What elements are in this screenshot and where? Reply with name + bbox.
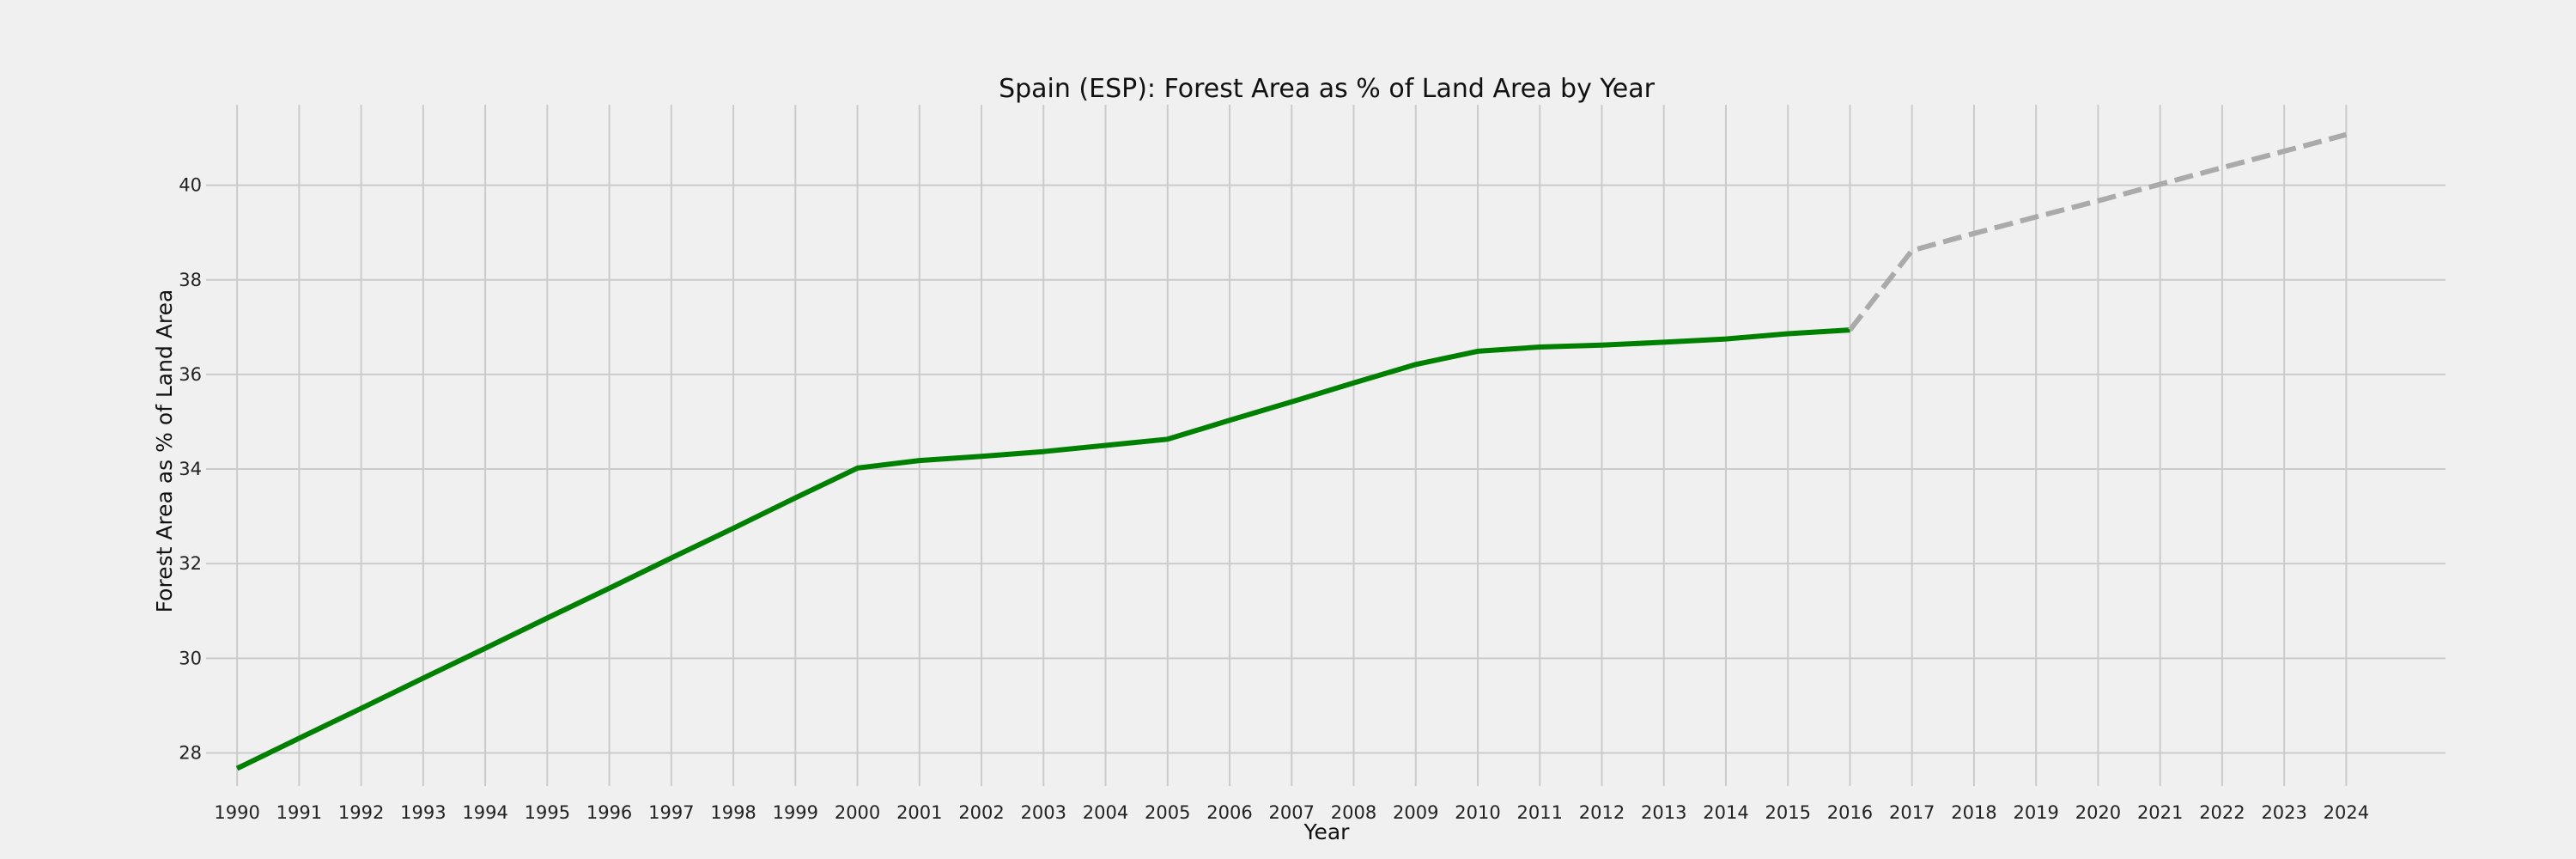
x-tick-label: 2024 [2324,802,2369,823]
x-tick-labels: 1990 1991 1992 1993 1994 1995 1996 1997 1998 1999… [214,802,2369,823]
x-tick-label: 2008 [1331,802,1376,823]
x-tick-label: 1990 [214,802,259,823]
x-tick-label: 2016 [1827,802,1873,823]
y-tick-label: 28 [179,742,202,763]
x-tick-label: 2006 [1206,802,1252,823]
chart-title: Spain (ESP): Forest Area as % of Land Ar… [999,74,1655,104]
x-tick-label: 2005 [1145,802,1190,823]
y-tick-label: 30 [179,648,202,668]
grid-lines [206,105,2445,786]
forest-area-series-line [235,327,1850,771]
x-tick-label: 2021 [2137,802,2183,823]
x-tick-label: 2011 [1517,802,1563,823]
x-tick-label: 1994 [462,802,507,823]
x-tick-label: 1998 [710,802,756,823]
series-lines [235,131,2348,771]
x-tick-label: 2000 [835,802,880,823]
y-tick-label: 32 [179,553,202,574]
x-tick-label: 2014 [1703,802,1748,823]
x-tick-label: 2003 [1021,802,1066,823]
y-tick-label: 40 [179,175,202,196]
x-tick-label: 1999 [773,802,818,823]
x-tick-label: 2009 [1393,802,1438,823]
x-tick-label: 2004 [1083,802,1128,823]
y-axis-title: Forest Area as % of Land Area [152,289,177,613]
x-axis-title: Year [1303,819,1351,844]
x-tick-label: 2010 [1455,802,1500,823]
x-tick-label: 2018 [1951,802,1996,823]
y-tick-label: 36 [179,364,202,385]
y-tick-labels: 28 30 32 34 36 38 40 [179,175,202,764]
x-tick-label: 2020 [2075,802,2121,823]
x-tick-label: 2013 [1641,802,1686,823]
x-tick-label: 2001 [896,802,942,823]
y-tick-label: 34 [179,459,202,479]
x-tick-label: 1996 [586,802,632,823]
x-tick-label: 1995 [525,802,570,823]
projected-series-line [1848,131,2348,332]
x-tick-label: 2022 [2199,802,2245,823]
x-tick-label: 1993 [400,802,446,823]
x-tick-label: 1997 [648,802,694,823]
x-tick-label: 2023 [2261,802,2306,823]
x-tick-label: 2012 [1579,802,1625,823]
x-tick-label: 1991 [276,802,322,823]
x-tick-label: 2002 [958,802,1004,823]
x-tick-label: 2019 [2013,802,2058,823]
x-tick-label: 1992 [338,802,384,823]
y-tick-label: 38 [179,270,202,290]
x-tick-label: 2015 [1765,802,1810,823]
x-tick-label: 2007 [1269,802,1315,823]
x-tick-label: 2017 [1889,802,1935,823]
